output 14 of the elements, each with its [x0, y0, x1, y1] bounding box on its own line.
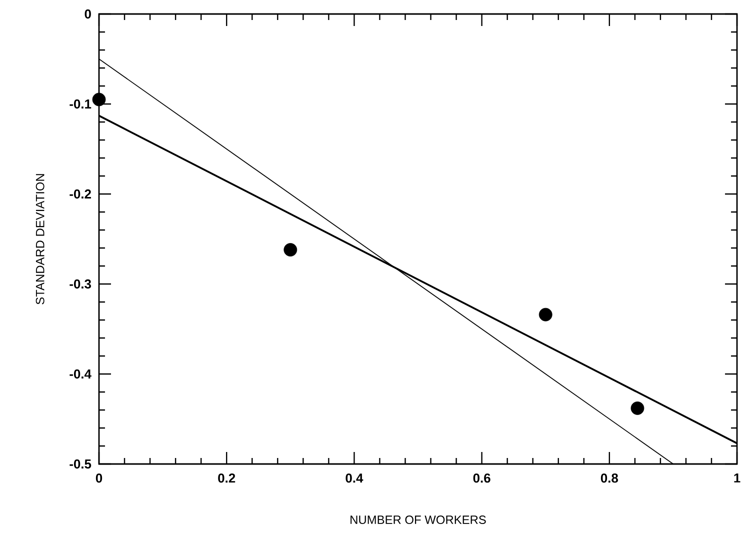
y-axis-title: STANDARD DEVIATION	[36, 174, 44, 304]
x-tick-label: 0.6	[473, 474, 490, 483]
y-tick-label: -0.3	[70, 279, 92, 289]
y-tick-label: 0	[84, 9, 91, 19]
x-tick-label: 0	[96, 474, 102, 483]
y-tick-label: -0.2	[70, 189, 91, 199]
y-tick-label: -0.1	[70, 99, 92, 109]
x-tick-label: 0.2	[218, 474, 236, 483]
x-tick-label: 0.4	[346, 474, 364, 483]
x-axis-title: NUMBER OF WORKERS	[350, 516, 486, 524]
x-tick-label: 1	[734, 474, 740, 482]
y-tick-label: -0.5	[70, 459, 92, 469]
x-tick-label: 0.8	[600, 474, 618, 483]
y-tick-label: -0.4	[70, 369, 92, 379]
